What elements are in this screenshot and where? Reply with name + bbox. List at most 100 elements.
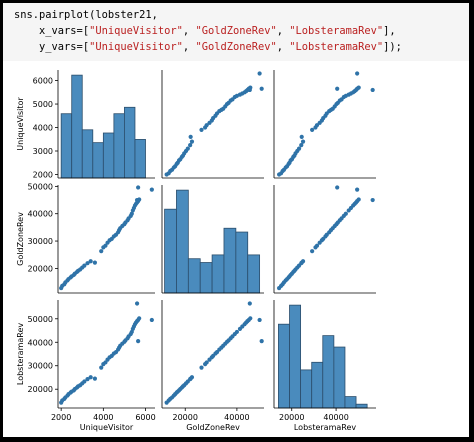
code-sep: , (182, 25, 196, 37)
y-axis-label-UniqueVisitor: UniqueVisitor (16, 97, 25, 151)
code-line-1: sns.pairplot(lobster21, (14, 9, 158, 21)
hist-bar-LobsteramaRev-3 (311, 361, 324, 409)
hist-bar-LobsteramaRev-5 (333, 346, 346, 409)
y-tick-label: 30000 (28, 237, 53, 246)
x-axis-label-UniqueVisitor: UniqueVisitor (80, 423, 134, 432)
hist-bar-GoldZoneRev-5 (223, 227, 237, 294)
scatter-point-UniqueVisitor-LobsteramaRev-42 (356, 85, 361, 90)
scatter-point-UniqueVisitor-GoldZoneRev-45 (259, 86, 264, 91)
y-tick-label: 20000 (28, 264, 53, 273)
y-tick-label: 2000 (33, 170, 53, 179)
code-line-3: y_vars=["UniqueVisitor", "GoldZoneRev", … (14, 41, 402, 53)
pairplot-figure: 20003000400050006000UniqueVisitor2000030… (16, 70, 376, 432)
scatter-point-UniqueVisitor-LobsteramaRev-17 (299, 134, 304, 140)
hist-bar-UniqueVisitor-2 (81, 129, 94, 179)
scatter-point-UniqueVisitor-LobsteramaRev-16 (300, 139, 306, 144)
y-tick-label: 30000 (28, 362, 53, 371)
x-axis-label-GoldZoneRev: GoldZoneRev (186, 423, 240, 432)
hist-bar-LobsteramaRev-1 (289, 304, 302, 409)
x-tick-label: 4000 (93, 413, 113, 422)
scatter-point-LobsteramaRev-UniqueVisitor-16 (88, 375, 93, 380)
scatter-point-LobsteramaRev-UniqueVisitor-45 (136, 338, 141, 344)
hist-bar-GoldZoneRev-3 (199, 262, 213, 294)
scatter-point-GoldZoneRev-LobsteramaRev-45 (335, 185, 340, 190)
scatter-point-UniqueVisitor-LobsteramaRev-45 (335, 86, 340, 91)
y-tick-label: 40000 (28, 210, 53, 219)
scatter-point-LobsteramaRev-UniqueVisitor-42 (137, 316, 142, 321)
scatter-point-GoldZoneRev-LobsteramaRev-43 (370, 197, 375, 203)
scatter-point-UniqueVisitor-GoldZoneRev-16 (189, 139, 195, 144)
hist-bar-LobsteramaRev-2 (300, 369, 313, 409)
scatter-point-GoldZoneRev-UniqueVisitor-14 (82, 263, 87, 268)
scatter-point-GoldZoneRev-LobsteramaRev-18 (310, 249, 315, 254)
x-tick-label: 40000 (224, 413, 249, 422)
code-sep: , (276, 25, 290, 37)
code-xvars-suffix: ], (383, 25, 396, 37)
y-tick-label: 3000 (33, 147, 53, 156)
scatter-point-GoldZoneRev-UniqueVisitor-17 (92, 260, 97, 265)
code-xvar-3: "LobsteramaRev" (289, 25, 384, 37)
hist-bar-UniqueVisitor-4 (102, 132, 115, 179)
scatter-point-UniqueVisitor-LobsteramaRev-14 (296, 146, 302, 151)
hist-bar-UniqueVisitor-7 (134, 139, 146, 179)
code-call: sns.pairplot(lobster21, (14, 9, 158, 21)
x-tick-label: 2000 (51, 413, 71, 422)
code-sep: , (182, 41, 196, 53)
scatter-point-GoldZoneRev-LobsteramaRev-44 (355, 187, 360, 192)
y-tick-label: 50000 (28, 182, 53, 191)
code-xvars-prefix: x_vars=[ (14, 25, 90, 37)
scatter-point-LobsteramaRev-UniqueVisitor-15 (85, 377, 90, 382)
y-tick-label: 40000 (28, 338, 53, 347)
scatter-point-GoldZoneRev-LobsteramaRev-42 (356, 197, 361, 202)
scatter-point-UniqueVisitor-GoldZoneRev-20 (204, 123, 209, 128)
x-axis-label-LobsteramaRev: LobsteramaRev (294, 423, 357, 432)
subplot-UniqueVisitor-vs-UniqueVisitor: 2000 3000 4000 5000 6000 UniqueVisitor (16, 70, 155, 179)
scatter-point-LobsteramaRev-GoldZoneRev-35 (234, 329, 239, 335)
scatter-point-GoldZoneRev-UniqueVisitor-44 (149, 187, 154, 192)
hist-bar-GoldZoneRev-2 (187, 258, 201, 294)
hist-bar-UniqueVisitor-6 (124, 106, 136, 179)
scatter-point-LobsteramaRev-GoldZoneRev-18 (199, 365, 204, 370)
hist-bar-GoldZoneRev-7 (247, 254, 261, 294)
x-tick-label: 6000 (135, 413, 155, 422)
hist-bar-UniqueVisitor-5 (113, 113, 125, 179)
y-tick-label: 50000 (28, 315, 53, 324)
x-tick-label: 20000 (279, 413, 304, 422)
scatter-point-UniqueVisitor-GoldZoneRev-15 (188, 143, 193, 148)
y-tick-label: 5000 (33, 100, 53, 109)
subplot-UniqueVisitor-vs-LobsteramaRev (273, 70, 376, 179)
y-tick-label: 6000 (33, 77, 53, 86)
hist-bar-UniqueVisitor-0 (60, 113, 73, 179)
scatter-point-GoldZoneRev-UniqueVisitor-18 (99, 249, 104, 254)
subplot-UniqueVisitor-vs-GoldZoneRev (161, 70, 264, 179)
scatter-point-LobsteramaRev-GoldZoneRev-20 (204, 360, 209, 365)
hist-bar-LobsteramaRev-6 (344, 396, 357, 409)
code-xvar-1: "UniqueVisitor" (89, 25, 183, 37)
code-yvars-suffix: ]); (383, 41, 402, 53)
subplot-GoldZoneRev-vs-LobsteramaRev (273, 185, 376, 294)
subplot-GoldZoneRev-vs-UniqueVisitor: 20000 30000 40000 50000 GoldZoneRev (16, 182, 155, 294)
y-axis-label-GoldZoneRev: GoldZoneRev (16, 212, 25, 266)
code-xvar-2: "GoldZoneRev" (195, 25, 277, 37)
scatter-point-UniqueVisitor-LobsteramaRev-18 (310, 127, 315, 132)
hist-bar-GoldZoneRev-4 (211, 254, 225, 294)
scatter-point-UniqueVisitor-LobsteramaRev-15 (299, 143, 304, 148)
hist-bar-UniqueVisitor-3 (92, 142, 104, 179)
hist-bar-GoldZoneRev-0 (164, 208, 177, 294)
scatter-point-LobsteramaRev-UniqueVisitor-18 (99, 365, 104, 370)
scatter-point-UniqueVisitor-GoldZoneRev-18 (199, 127, 204, 132)
scatter-point-GoldZoneRev-LobsteramaRev-35 (343, 211, 348, 216)
code-cell[interactable]: sns.pairplot(lobster21, x_vars=["UniqueV… (3, 3, 469, 61)
y-axis-label-LobsteramaRev: LobsteramaRev (16, 323, 25, 386)
scatter-point-UniqueVisitor-LobsteramaRev-44 (355, 71, 360, 76)
scatter-point-UniqueVisitor-GoldZoneRev-17 (188, 134, 193, 140)
hist-bar-UniqueVisitor-1 (71, 74, 83, 179)
scatter-point-LobsteramaRev-GoldZoneRev-17 (188, 376, 193, 381)
notebook-cell: sns.pairplot(lobster21, x_vars=["UniqueV… (3, 3, 469, 437)
code-yvar-1: "UniqueVisitor" (89, 41, 183, 53)
code-yvar-3: "LobsteramaRev" (289, 41, 384, 53)
scatter-point-UniqueVisitor-GoldZoneRev-43 (247, 87, 252, 93)
code-yvars-prefix: y_vars=[ (14, 41, 90, 53)
